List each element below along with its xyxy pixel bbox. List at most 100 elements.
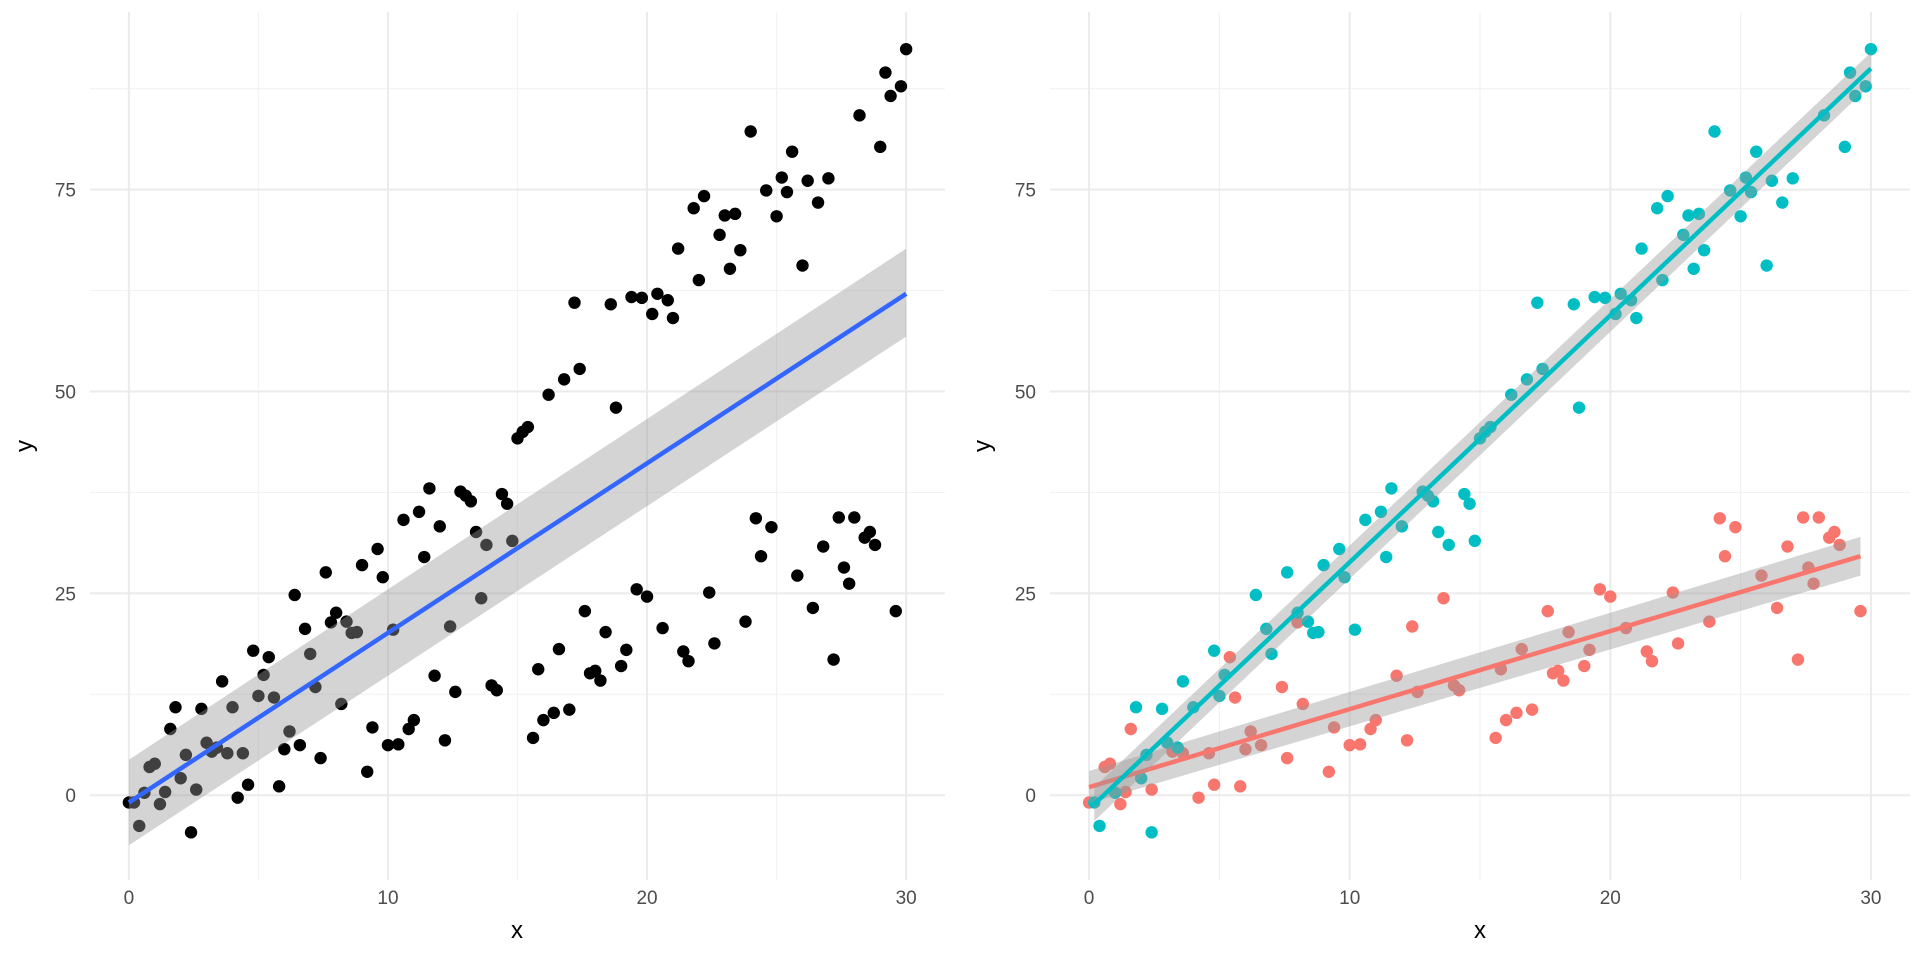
data-point: [1499, 713, 1513, 727]
data-point: [1374, 505, 1388, 519]
data-point: [449, 685, 462, 699]
data-point: [1390, 669, 1403, 682]
data-point: [521, 420, 535, 434]
data-point: [164, 722, 177, 736]
data-point: [324, 616, 338, 629]
data-point: [770, 210, 783, 223]
y-tick-label: 50: [55, 382, 76, 403]
data-point: [749, 512, 763, 525]
x-axis-title: x: [1474, 917, 1486, 944]
data-point: [594, 674, 607, 687]
data-point: [604, 298, 617, 311]
data-point: [739, 615, 752, 628]
data-point: [1551, 664, 1565, 678]
data-point: [1661, 189, 1674, 203]
x-tick-label: 10: [377, 888, 398, 909]
data-point: [894, 80, 908, 93]
data-point: [1635, 242, 1648, 255]
data-point: [1265, 647, 1278, 661]
data-point: [868, 538, 882, 552]
data-point: [418, 550, 431, 564]
data-point: [1458, 487, 1471, 501]
data-point: [241, 778, 255, 791]
series-1-points: [1088, 42, 1878, 839]
data-point: [490, 684, 503, 697]
data-point: [1739, 171, 1753, 184]
data-point: [1234, 780, 1247, 793]
data-point: [796, 259, 809, 272]
data-point: [728, 207, 742, 221]
data-point: [547, 706, 560, 720]
x-tick-label: 30: [1860, 888, 1881, 909]
data-point: [1843, 66, 1857, 79]
data-point: [785, 145, 799, 158]
data-point: [1369, 713, 1382, 727]
data-point: [1755, 569, 1768, 582]
data-point: [1489, 731, 1502, 745]
data-point: [1692, 207, 1706, 221]
data-point: [656, 621, 669, 635]
data-point: [1452, 684, 1466, 697]
y-tick-label: 0: [1025, 786, 1036, 807]
data-point: [1359, 513, 1372, 527]
series-0-fit-line: [1088, 554, 1862, 790]
data-point: [283, 725, 296, 738]
data-point: [1744, 185, 1758, 199]
data-point: [247, 644, 260, 657]
data-point: [661, 294, 674, 307]
left-panel-scatter-plot: 0 10 20 30 0 25 50 75 x y: [11, 12, 945, 944]
data-point: [381, 738, 395, 752]
data-point: [718, 209, 731, 222]
data-point: [1614, 287, 1627, 300]
data-point: [780, 185, 794, 199]
data-point: [1567, 298, 1581, 311]
x-tick-label: 10: [1339, 888, 1360, 909]
data-point: [791, 569, 804, 582]
data-point: [1604, 590, 1617, 603]
data-point: [822, 172, 835, 185]
data-point: [1729, 520, 1742, 534]
data-point: [329, 606, 343, 619]
data-point: [278, 742, 291, 756]
data-point: [1400, 734, 1414, 747]
data-point: [1135, 772, 1148, 785]
data-point: [1651, 202, 1664, 215]
data-point: [1796, 511, 1810, 524]
data-point: [1750, 145, 1763, 158]
data-point: [853, 109, 866, 122]
right-panel-grouped-scatter-plot: 0 10 20 30 0 25 50 75 x y: [969, 12, 1910, 944]
data-point: [713, 228, 726, 242]
data-point: [1708, 125, 1721, 138]
data-point: [1531, 296, 1544, 309]
data-point: [1536, 362, 1549, 376]
data-point: [537, 713, 550, 727]
data-point: [1525, 703, 1539, 716]
data-point: [335, 697, 348, 711]
data-point: [1838, 140, 1852, 154]
data-point: [599, 625, 612, 639]
data-point: [1598, 291, 1612, 305]
data-point: [190, 783, 203, 796]
data-point: [832, 511, 845, 524]
data-point: [1687, 262, 1700, 275]
data-point: [765, 520, 778, 534]
data-point: [874, 140, 887, 154]
data-point: [703, 586, 716, 599]
data-point: [1828, 525, 1841, 539]
data-point: [1734, 210, 1747, 223]
y-tick-label: 50: [1015, 382, 1036, 403]
data-point: [775, 171, 788, 184]
data-point: [614, 659, 628, 673]
data-point: [371, 542, 384, 556]
data-point: [671, 242, 685, 255]
data-point: [236, 747, 250, 760]
data-point: [573, 362, 586, 376]
data-point: [1713, 512, 1726, 525]
data-point: [557, 373, 571, 386]
data-point: [1557, 674, 1570, 687]
series-0-fit-line: [127, 291, 908, 805]
data-point: [1505, 388, 1518, 401]
data-point: [806, 601, 820, 615]
data-point: [1322, 765, 1336, 779]
data-point: [1463, 497, 1476, 510]
